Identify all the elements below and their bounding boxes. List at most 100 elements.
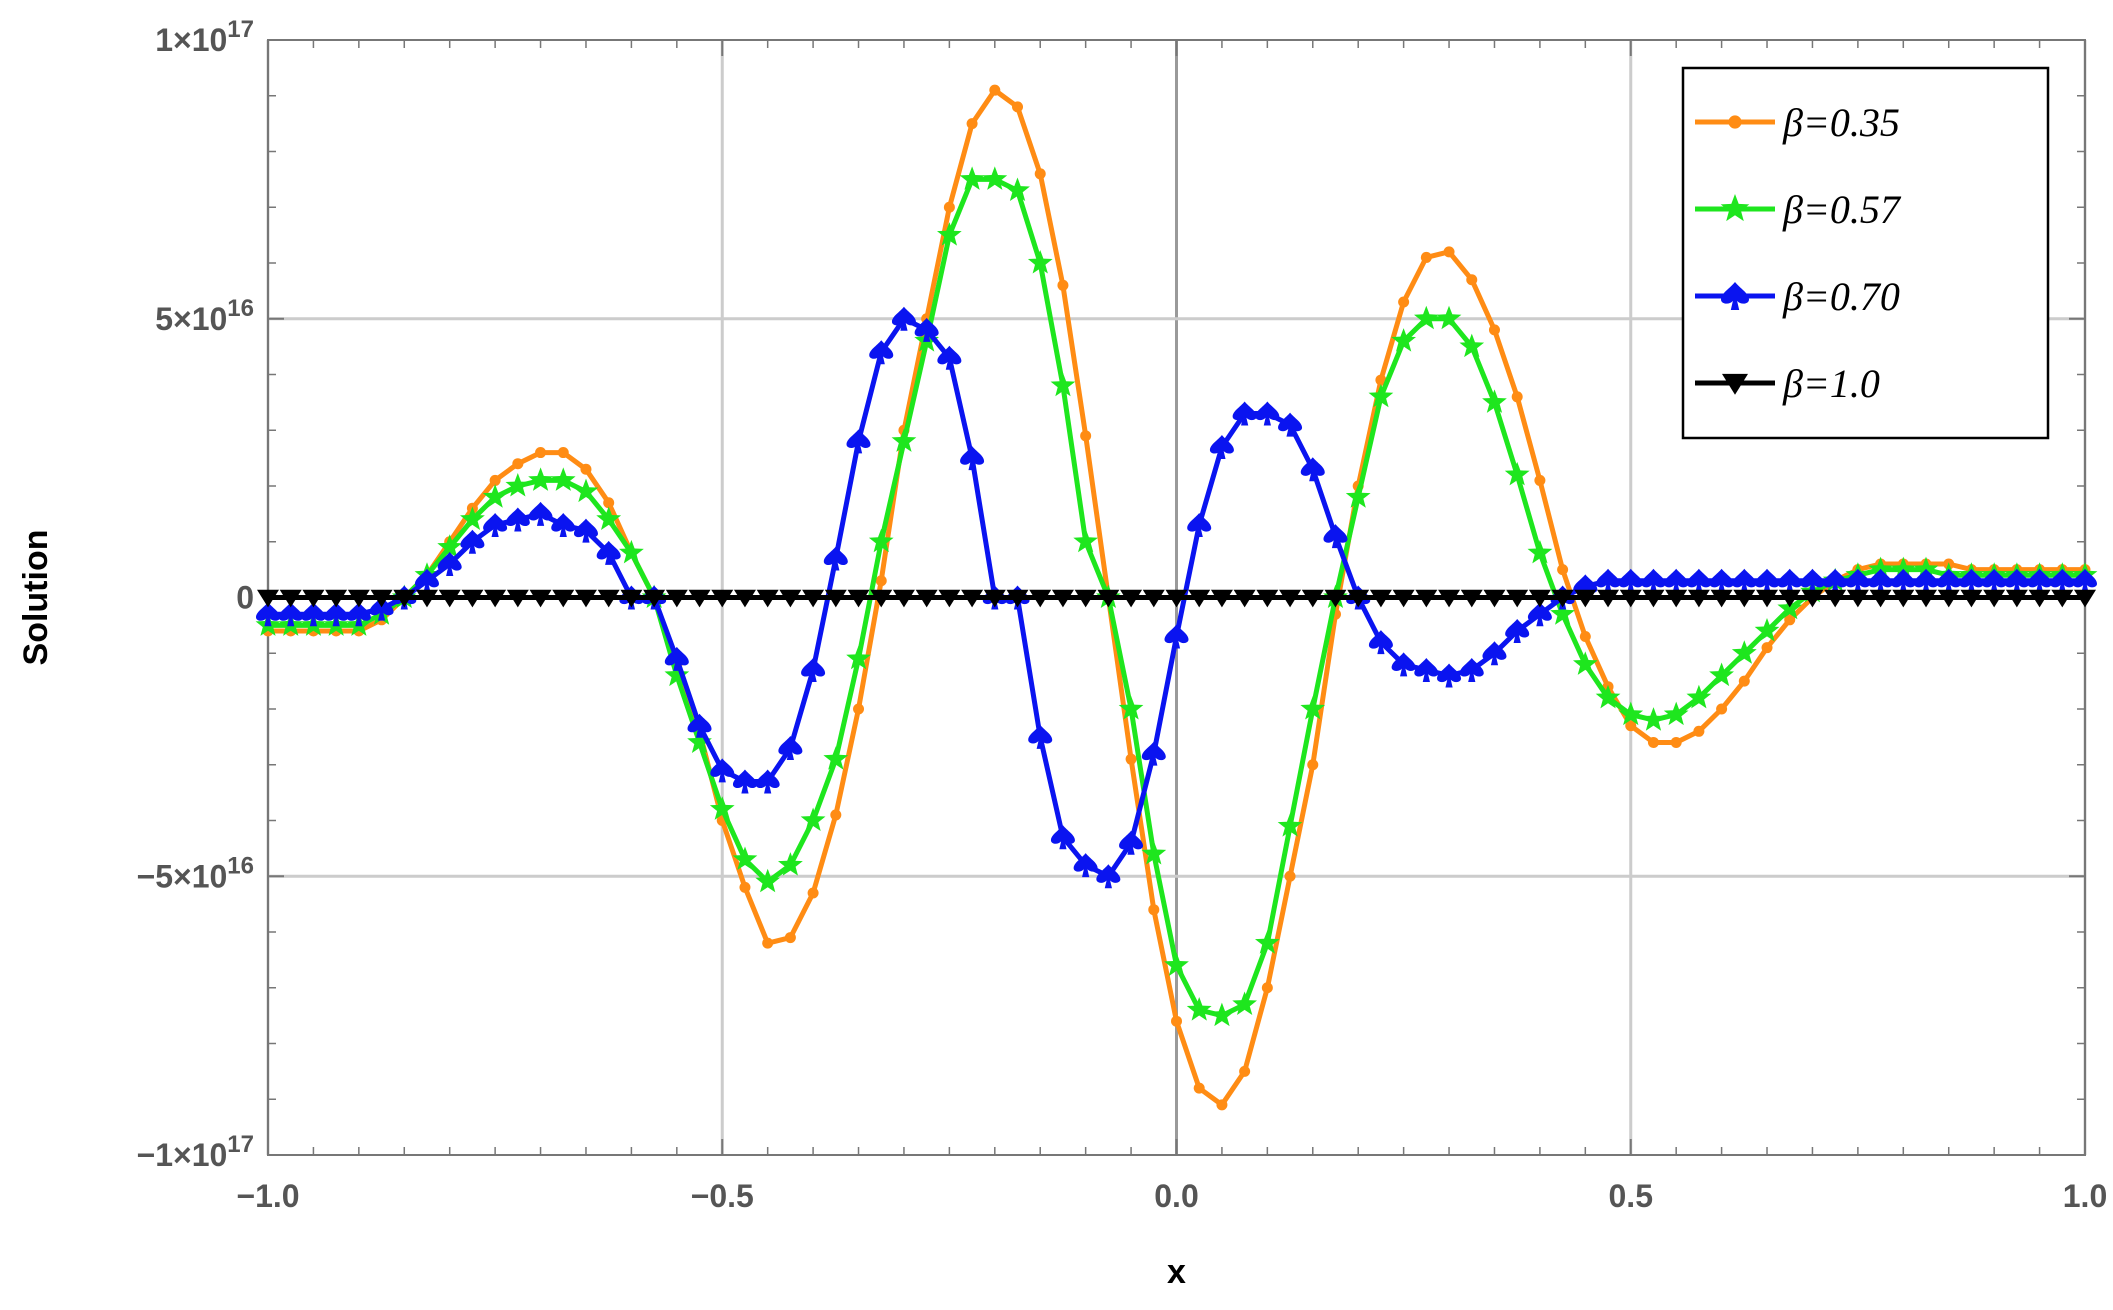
data-point (1504, 461, 1530, 486)
data-point (1823, 568, 1848, 593)
data-point (1731, 640, 1757, 664)
data-point (1466, 274, 1478, 286)
data-point (762, 937, 774, 949)
data-point (506, 589, 529, 608)
data-point (1960, 589, 1983, 608)
data-point (1915, 589, 1938, 608)
data-point (1527, 539, 1553, 564)
data-point (983, 589, 1006, 608)
data-point (483, 513, 508, 538)
data-point (1573, 651, 1598, 675)
data-point (1279, 589, 1302, 608)
y-tick-label: −1×1017 (137, 1131, 254, 1173)
data-point (801, 657, 826, 682)
data-point (1034, 168, 1046, 180)
data-point (1869, 589, 1892, 608)
data-point (1528, 589, 1551, 608)
y-tick-label: 0 (236, 580, 254, 616)
data-point (1527, 602, 1552, 627)
x-tick-label: −0.5 (691, 1178, 754, 1214)
legend-label: β=0.70 (1782, 274, 1900, 319)
ticks: −1.0 −0.5 0.0 0.5 1.0 1×1017 5×1016 0 −5×1016 −1×… (137, 16, 2108, 1214)
data-point (1778, 589, 1801, 608)
data-point (1664, 568, 1689, 593)
data-point (1074, 589, 1097, 608)
data-point (278, 602, 303, 627)
data-point (437, 552, 462, 577)
data-point (2027, 568, 2052, 593)
data-point (550, 467, 576, 491)
data-point (529, 589, 552, 608)
data-point (755, 769, 780, 794)
data-point (688, 589, 711, 608)
data-point (1028, 724, 1053, 749)
data-point (807, 887, 819, 899)
data-point (1277, 813, 1303, 837)
data-point (1073, 528, 1098, 553)
data-point (1641, 568, 1666, 593)
x-tick-label: −1.0 (236, 1178, 299, 1214)
data-point (891, 428, 917, 452)
data-point (961, 589, 984, 608)
data-point (1686, 684, 1712, 709)
data-point (1937, 589, 1960, 608)
data-point (1663, 701, 1689, 726)
data-point (279, 589, 302, 608)
data-point (370, 589, 393, 608)
data-point (1868, 556, 1893, 581)
data-point (619, 539, 644, 564)
data-point (1595, 684, 1621, 709)
data-point (2050, 568, 2075, 593)
data-point (484, 589, 507, 608)
data-point (460, 529, 485, 554)
data-point (2005, 589, 2028, 608)
data-point (603, 497, 615, 509)
data-point (1050, 825, 1075, 850)
data-point (1670, 736, 1682, 748)
data-point (1119, 830, 1144, 855)
data-point (557, 447, 569, 459)
data-point (1443, 246, 1455, 258)
data-point (1193, 1082, 1205, 1094)
data-point (1096, 864, 1121, 889)
data-point (1777, 568, 1802, 593)
data-point (915, 589, 938, 608)
data-point (1368, 630, 1393, 655)
data-point (1596, 568, 1621, 593)
legend: β=0.35 β=0.57 β=0.70 β=1.0 (1681, 66, 2050, 440)
series-4 (257, 589, 2096, 608)
data-point (778, 736, 803, 761)
data-point (1300, 696, 1326, 720)
data-point (1777, 595, 1803, 620)
data-point (301, 602, 326, 627)
data-point (1618, 701, 1644, 726)
data-point (1118, 696, 1144, 720)
data-point (1982, 568, 2007, 593)
data-point (875, 575, 887, 587)
data-point (891, 306, 916, 331)
data-point (369, 596, 394, 621)
data-point (687, 729, 712, 753)
data-point (1256, 589, 1279, 608)
data-point (1483, 589, 1506, 608)
data-point (257, 589, 279, 608)
data-point (1301, 589, 1324, 608)
data-point (460, 506, 485, 530)
data-point (1761, 642, 1773, 654)
legend-marker (1720, 194, 1750, 222)
data-point (1686, 568, 1711, 593)
data-point (1255, 401, 1280, 426)
y-axis-label: Solution (17, 530, 55, 666)
data-point (1375, 374, 1387, 386)
data-point (1459, 657, 1484, 682)
data-point (966, 118, 978, 130)
y-tick-label: 5×1016 (155, 295, 254, 337)
legend-item: β=0.70 (1695, 274, 1900, 319)
data-point (1345, 484, 1371, 508)
data-point (1232, 401, 1257, 426)
legend-label: β=0.35 (1782, 100, 1900, 145)
data-point (1232, 991, 1257, 1015)
data-point (1914, 568, 1939, 593)
data-point (1824, 589, 1847, 608)
